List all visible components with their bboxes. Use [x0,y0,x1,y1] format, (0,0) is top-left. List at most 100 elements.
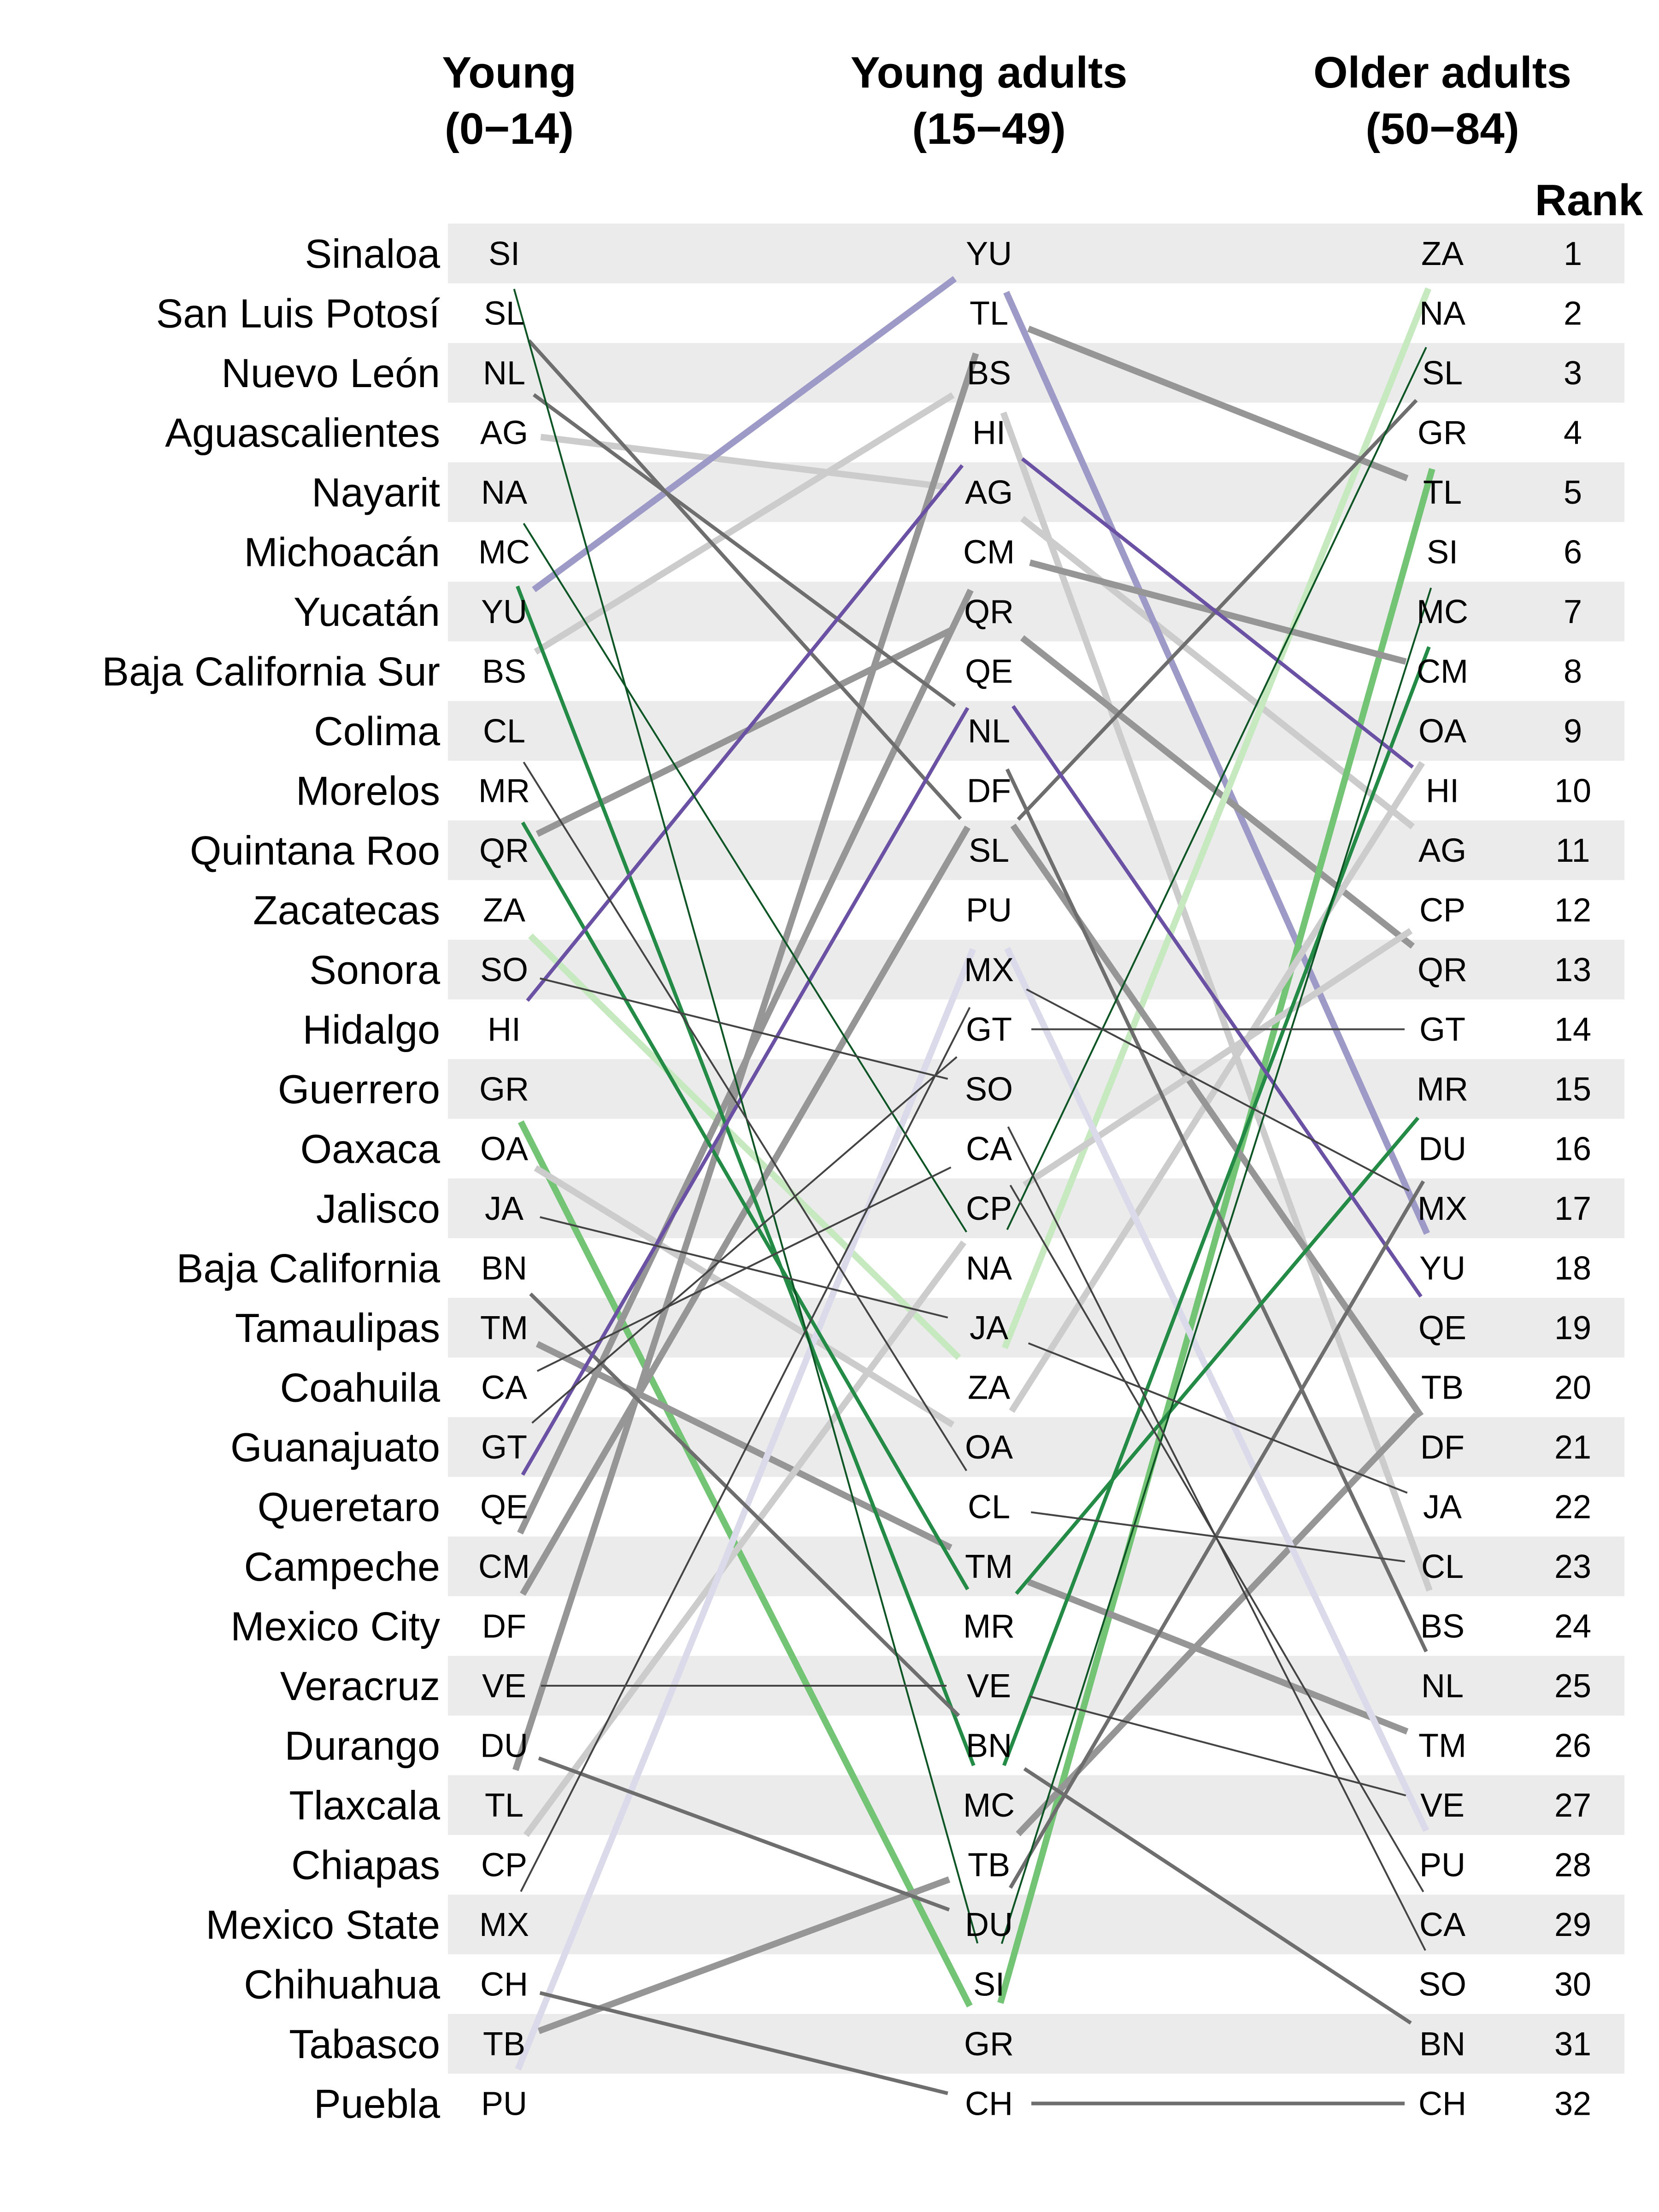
row-band-29 [448,1894,1624,1954]
code-label-si-col2: SI [973,1966,1005,2003]
state-name-cl: Colima [314,708,440,754]
rank-number-10: 10 [1554,773,1591,810]
line-oa-seg1 [534,1165,955,1428]
code-label-ve-col1: VE [482,1668,526,1705]
rank-number-32: 32 [1554,2086,1591,2123]
line-yu-seg2 [1003,291,1430,1235]
code-label-bs-col1: BS [482,653,526,690]
code-label-tl-col3: TL [1423,474,1462,511]
row-band-15 [448,1059,1624,1119]
code-label-nl-col3: NL [1421,1668,1464,1705]
code-label-cm-col2: CM [963,534,1015,571]
code-label-df-col1: DF [482,1608,526,1645]
column-title-3-line-1: Older adults [1313,48,1571,97]
state-name-oa: Oaxaca [300,1126,440,1172]
column-title-3-line-2: (50−84) [1365,104,1519,153]
code-label-cp-col3: CP [1419,892,1465,929]
state-name-sl: San Luis Potosí [156,291,441,336]
line-ca-seg2 [1009,1184,1424,1893]
state-name-ve: Veracruz [280,1663,440,1709]
line-yu-seg1 [532,276,957,593]
rank-number-23: 23 [1554,1548,1591,1585]
rank-number-9: 9 [1564,713,1582,750]
rank-number-4: 4 [1564,415,1582,452]
rank-number-12: 12 [1554,892,1591,929]
line-ag-seg1 [540,434,947,490]
state-name-qe: Queretaro [258,1484,440,1530]
code-label-qr-col3: QR [1418,952,1467,988]
line-tl-seg1 [512,352,979,1771]
code-label-ja-col3: JA [1423,1489,1462,1526]
row-bands [448,224,1624,2074]
line-ag-seg2 [1020,516,1415,830]
code-label-so-col3: SO [1418,1966,1466,2003]
code-label-ch-col1: CH [480,1966,528,2003]
code-label-tm-col2: TM [965,1548,1013,1585]
code-label-so-col2: SO [965,1071,1013,1108]
state-name-tl: Tlaxcala [289,1783,440,1828]
rank-number-21: 21 [1554,1429,1591,1466]
code-label-mc-col2: MC [963,1787,1015,1824]
rank-number-28: 28 [1554,1847,1591,1884]
rank-number-26: 26 [1554,1728,1591,1765]
line-mx-seg1 [520,1007,971,1892]
code-label-df-col3: DF [1420,1429,1465,1466]
column-title-1-line-1: Young [442,48,576,97]
state-name-labels: Sinaloa San Luis Potosí Nuevo León Aguascal… [102,231,440,2127]
row-band-13 [448,940,1624,1000]
line-df-seg1 [520,825,971,1596]
state-name-za: Zacatecas [253,888,440,933]
rank-number-8: 8 [1564,653,1582,690]
code-label-ag-col3: AG [1418,832,1466,869]
state-name-so: Sonora [309,947,440,993]
state-name-pu: Puebla [314,2081,440,2127]
code-label-si-col1: SI [488,235,520,272]
code-label-bs-col3: BS [1420,1608,1465,1645]
rank-header: Rank [1535,176,1643,225]
code-label-cp-col2: CP [966,1190,1012,1227]
line-gt-seg1 [531,1056,958,1424]
code-label-cl-col1: CL [483,713,525,750]
code-label-yu-col1: YU [481,594,527,630]
code-label-so-col1: SO [480,952,528,988]
rank-number-2: 2 [1564,295,1582,332]
state-name-na: Nayarit [312,470,440,515]
rank-number-5: 5 [1564,474,1582,511]
code-label-nl-col2: NL [968,713,1010,750]
code-label-ve-col3: VE [1420,1787,1465,1824]
column-title-1-line-2: (0−14) [445,104,574,153]
line-cl-seg2 [1030,1511,1405,1563]
line-za-seg2 [1001,287,1432,1349]
state-name-ja: Jalisco [316,1186,440,1231]
state-name-ch: Chihuahua [244,1962,440,2007]
code-label-tb-col3: TB [1421,1370,1464,1406]
rank-number-6: 6 [1564,534,1582,571]
line-bn-seg1 [529,1292,960,1717]
rank-number-1: 1 [1564,235,1582,272]
state-name-bn: Baja California [176,1246,440,1291]
line-na-seg1 [523,523,967,1233]
state-name-tm: Tamaulipas [235,1305,440,1351]
state-name-gr: Guerrero [278,1066,440,1112]
state-name-bs: Baja California Sur [102,649,440,694]
line-qe-seg2 [1011,705,1423,1298]
code-label-na-col3: NA [1419,295,1465,332]
line-gr-seg1 [518,1120,973,2008]
code-label-cl-col3: CL [1421,1548,1464,1585]
row-band-27 [448,1775,1624,1835]
code-label-hi-col1: HI [488,1012,521,1048]
rank-number-11: 11 [1556,832,1590,869]
rank-number-14: 14 [1554,1012,1591,1048]
code-label-ch-col3: CH [1418,2086,1466,2123]
line-za-seg1 [528,933,961,1360]
line-ja-seg2 [1028,1342,1408,1494]
line-bn-seg2 [1023,1767,1412,2025]
code-label-gr-col3: GR [1418,415,1467,452]
code-label-qe-col1: QE [480,1489,528,1526]
code-label-gt-col3: GT [1419,1012,1465,1048]
rank-number-24: 24 [1554,1608,1591,1645]
code-label-tm-col1: TM [480,1310,528,1347]
code-label-ca-col3: CA [1419,1906,1465,1943]
code-label-yu-col2: YU [966,235,1012,272]
line-ca-seg1 [536,1166,952,1372]
